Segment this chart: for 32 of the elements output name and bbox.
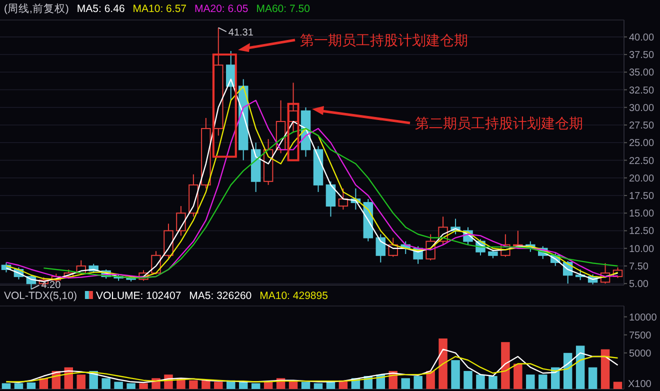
y-tick-label: 35.00 <box>629 68 654 79</box>
y-tick-label: 15.00 <box>629 208 654 220</box>
y-tick-label: 30.00 <box>629 102 654 114</box>
y-tick-label: 5.00 <box>629 279 649 290</box>
annotation: 4.20 <box>41 280 62 292</box>
y-axis-title: X100 <box>628 379 652 390</box>
text: MA60: 7.50 <box>256 3 310 15</box>
y-tick-label: 40.00 <box>629 32 654 44</box>
y-tick-label: 10000 <box>629 312 658 324</box>
y-tick-label: 20.00 <box>629 173 654 184</box>
y-tick-label: 27.50 <box>629 120 654 132</box>
text: MA5: 6.46 <box>76 3 125 15</box>
y-tick-label: 5000 <box>629 348 652 360</box>
y-tick-label: 10.00 <box>629 244 654 255</box>
annotation: 第二期员工持股计划建仓期 <box>415 115 583 131</box>
text: MA20: 6.05 <box>194 3 248 15</box>
y-tick-label: 17.50 <box>629 190 654 202</box>
text: MA5: 326260 <box>189 290 252 302</box>
annotation: 41.31 <box>228 28 254 39</box>
y-tick-label: 12.50 <box>629 226 654 238</box>
text: MA10: 6.57 <box>132 3 187 15</box>
chart-title: VOL-TDX(5,10) <box>4 290 77 302</box>
text: MA10: 429895 <box>260 290 328 302</box>
y-tick-label: 32.50 <box>629 85 654 96</box>
annotation: 第一期员工持股计划建仓期 <box>300 32 468 48</box>
y-tick-label: 7500 <box>629 330 652 342</box>
y-tick-label: 37.50 <box>629 50 654 62</box>
y-tick-label: 25.00 <box>629 138 654 150</box>
y-tick-label: 22.50 <box>629 156 654 167</box>
y-tick-label: 7.50 <box>629 261 649 272</box>
legend-label: VOLUME: 102407 <box>96 290 182 302</box>
chart-title: (周线,前复权) <box>4 2 69 15</box>
